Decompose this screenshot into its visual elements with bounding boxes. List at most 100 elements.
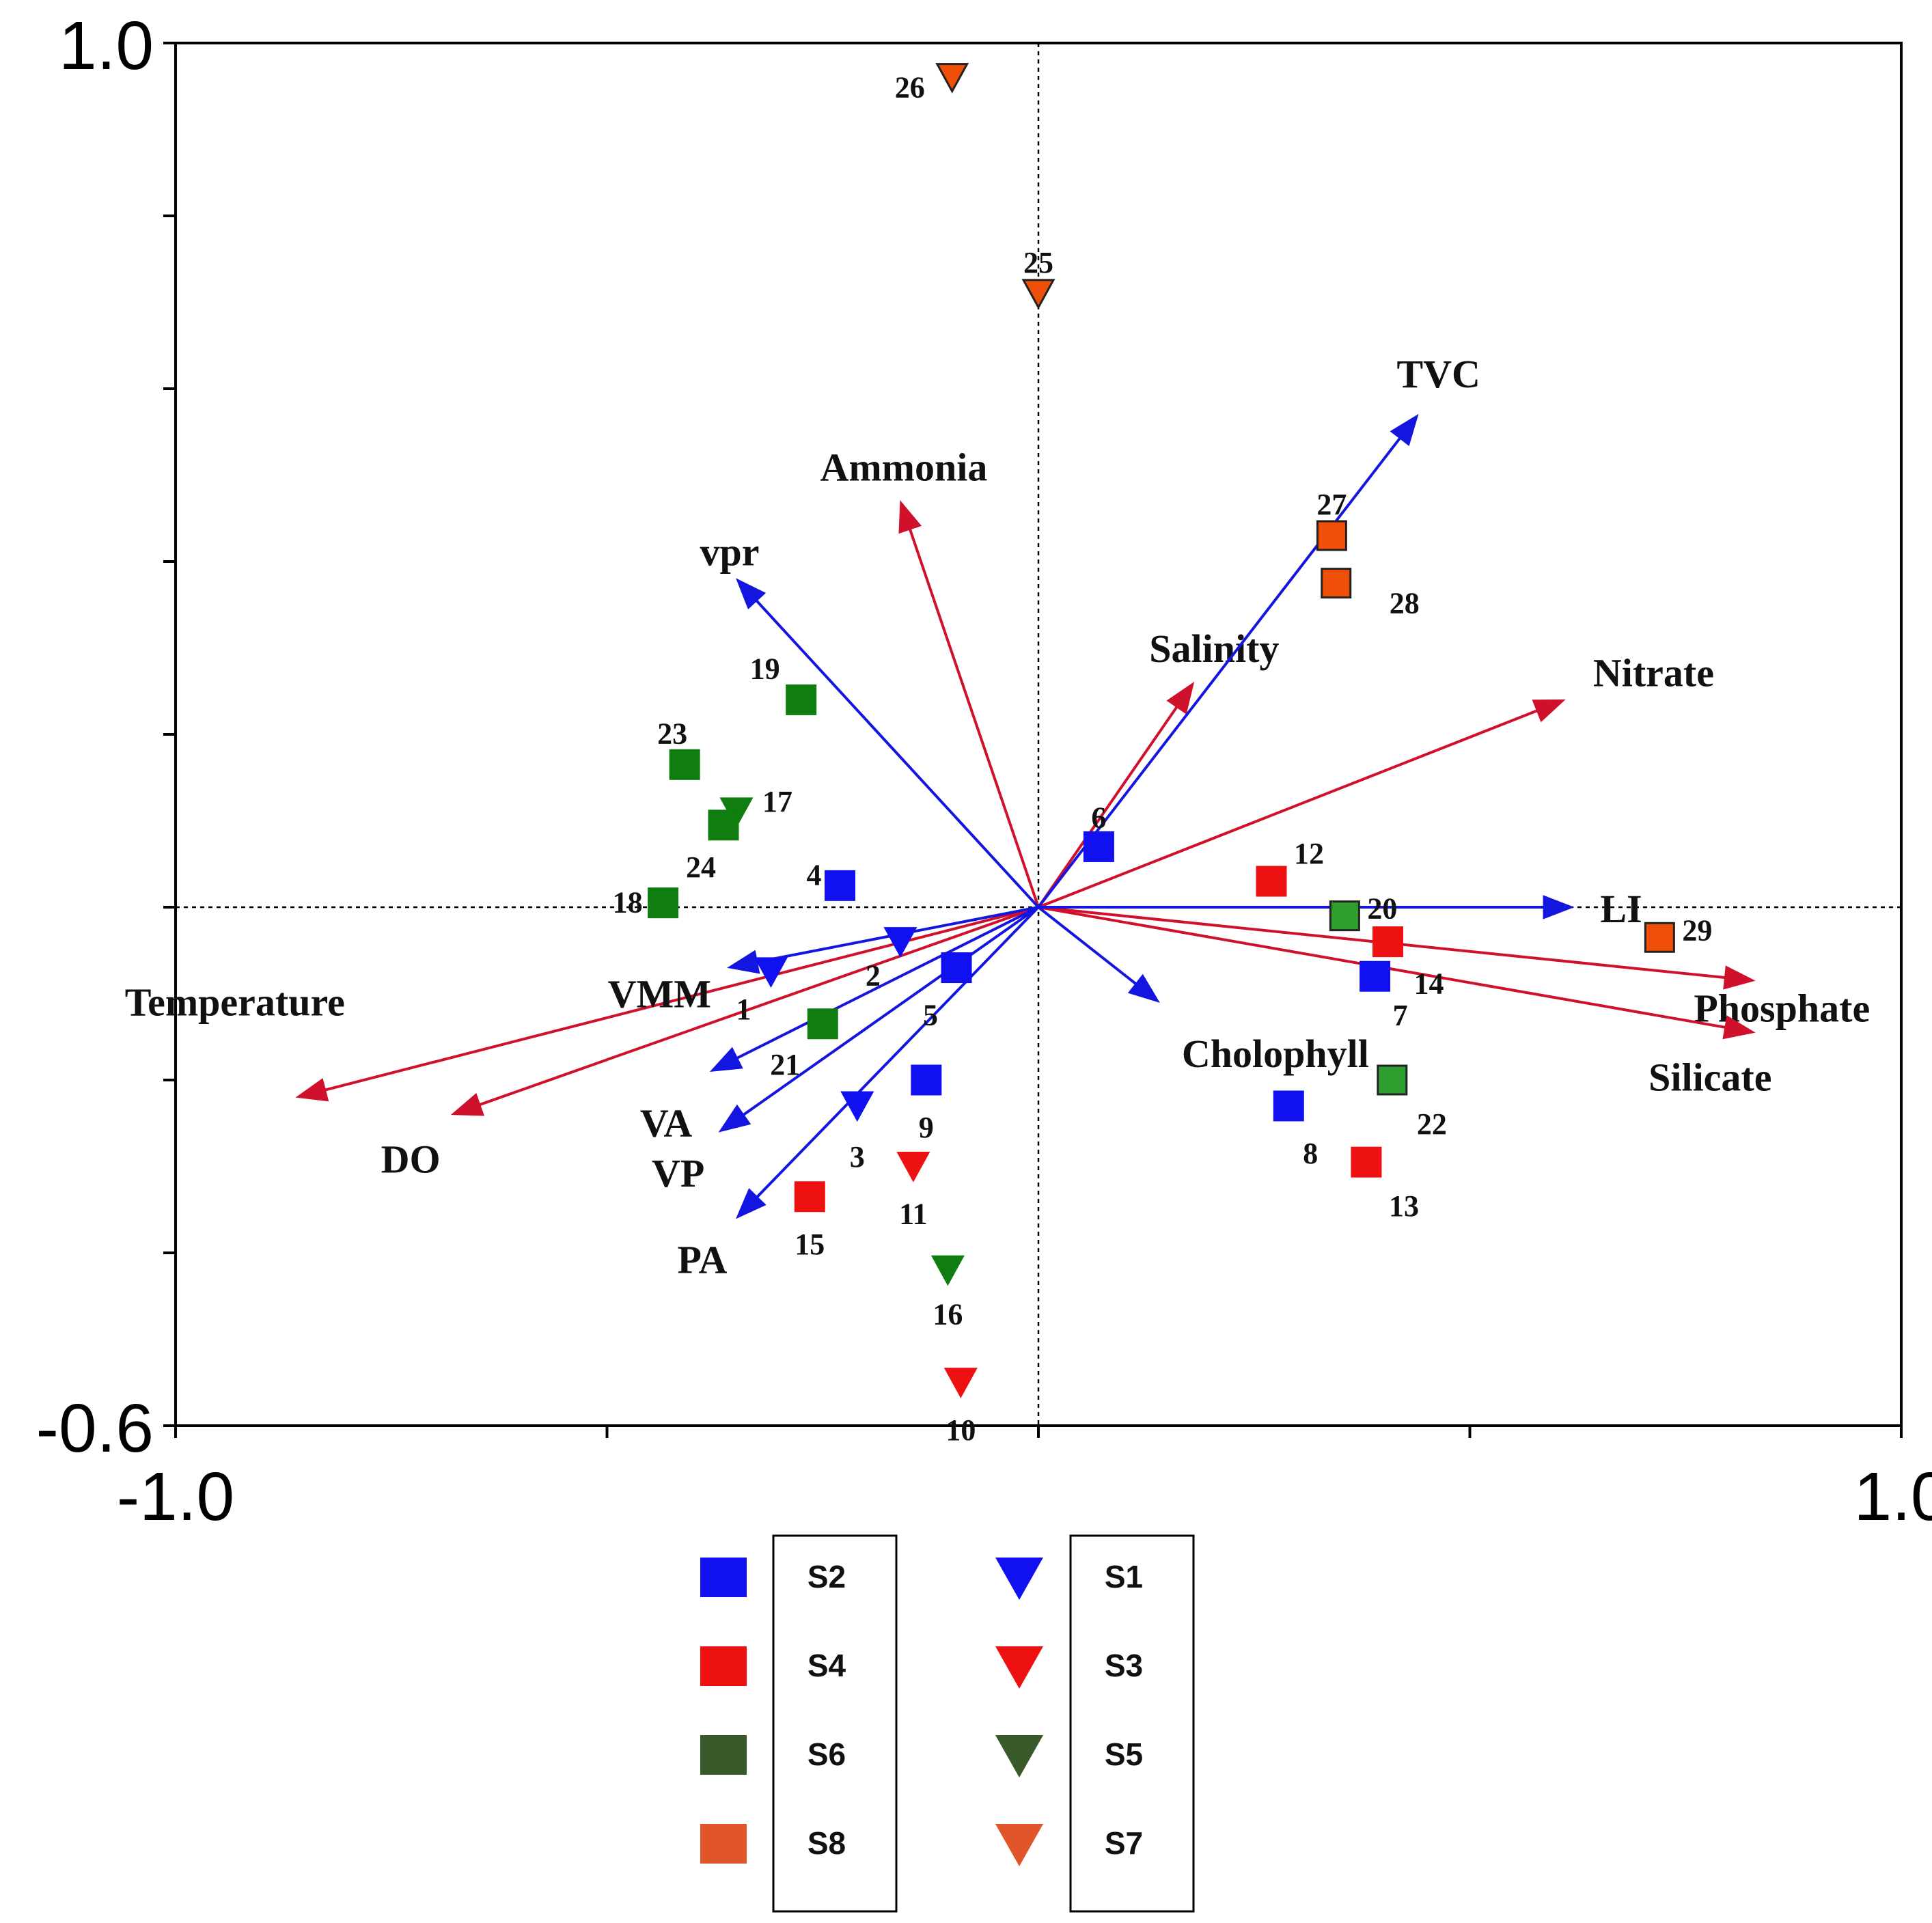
sample-29-marker bbox=[1644, 922, 1675, 953]
bio-vp-arrow-head bbox=[718, 1104, 751, 1133]
sample-16-label: 16 bbox=[933, 1297, 963, 1331]
sample-2-label: 2 bbox=[866, 959, 881, 993]
sample-6-label: 6 bbox=[1091, 801, 1106, 834]
legend-label-s4: S4 bbox=[808, 1648, 846, 1683]
sample-4-label: 4 bbox=[807, 858, 822, 891]
sample-8-label: 8 bbox=[1303, 1137, 1318, 1170]
bio-tvc-label: TVC bbox=[1396, 352, 1480, 396]
bio-pa-label: PA bbox=[677, 1237, 727, 1282]
legend-label-s5: S5 bbox=[1105, 1737, 1143, 1772]
sample-14-label: 14 bbox=[1414, 967, 1444, 1001]
sample-19-marker bbox=[786, 684, 817, 715]
sample-6-marker bbox=[1083, 831, 1114, 862]
sample-22-label: 22 bbox=[1417, 1107, 1447, 1141]
sample-7-marker bbox=[1360, 960, 1391, 992]
x-tick-label: -1.0 bbox=[117, 1458, 234, 1535]
sample-21-marker bbox=[807, 1008, 838, 1040]
sample-9-marker bbox=[911, 1064, 942, 1096]
legend-label-s8: S8 bbox=[808, 1825, 846, 1861]
sample-18-marker bbox=[648, 887, 679, 919]
bio-pa-arrow-line bbox=[756, 906, 1040, 1198]
legend-label-s1: S1 bbox=[1105, 1559, 1143, 1594]
env-temperature-arrow-line bbox=[325, 906, 1039, 1092]
sample-13-label: 13 bbox=[1389, 1189, 1419, 1223]
bio-va-arrow-line bbox=[736, 906, 1039, 1060]
sample-24-marker bbox=[708, 810, 739, 841]
env-do-arrow-head bbox=[450, 1093, 485, 1116]
env-ammonia-arrow-head bbox=[898, 500, 922, 534]
env-ammonia-label: Ammonia bbox=[820, 445, 987, 489]
env-nitrate-label: Nitrate bbox=[1593, 650, 1714, 695]
sample-9-label: 9 bbox=[919, 1111, 934, 1144]
sample-23-marker bbox=[669, 749, 700, 780]
sample-10-label: 10 bbox=[946, 1413, 976, 1447]
env-ammonia-arrow-line bbox=[909, 529, 1040, 908]
env-do-arrow-line bbox=[479, 906, 1039, 1106]
legend-square-s8 bbox=[700, 1824, 747, 1864]
bio-va-arrow-head bbox=[709, 1047, 743, 1072]
bio-pa-arrow-head bbox=[735, 1188, 767, 1219]
legend-triangle-s7 bbox=[995, 1824, 1043, 1866]
sample-12-label: 12 bbox=[1294, 837, 1324, 870]
sample-11-marker bbox=[896, 1152, 930, 1182]
bio-tvc-arrow-head bbox=[1390, 413, 1419, 447]
sample-26-marker bbox=[935, 63, 969, 94]
sample-14-marker bbox=[1372, 926, 1404, 958]
y-tick-label: 1.0 bbox=[59, 8, 154, 84]
legend-triangle-s1 bbox=[995, 1558, 1043, 1600]
sample-layer: 1234567891011121314151617181920212223242… bbox=[613, 63, 1712, 1447]
bio-cholophyll-label: Cholophyll bbox=[1182, 1032, 1369, 1076]
sample-15-marker bbox=[794, 1181, 825, 1213]
sample-12-marker bbox=[1256, 866, 1287, 897]
vector-layer: Temperature DO Ammonia Salinity Nitrate Phosp… bbox=[125, 352, 1870, 1282]
sample-28-marker bbox=[1321, 568, 1352, 599]
sample-18-label: 18 bbox=[613, 886, 643, 919]
env-salinity-label: Salinity bbox=[1149, 626, 1279, 671]
sample-23-label: 23 bbox=[657, 717, 687, 750]
legend: S2 S4 S6 S8 S1 S3 S5 S7 bbox=[700, 1534, 1195, 1913]
sample-21-label: 21 bbox=[770, 1048, 800, 1081]
bio-li-arrow-head bbox=[1543, 895, 1575, 919]
sample-13-marker bbox=[1351, 1146, 1382, 1178]
sample-3-marker bbox=[840, 1091, 874, 1122]
sample-29-label: 29 bbox=[1682, 913, 1712, 947]
legend-triangle-s5 bbox=[995, 1735, 1043, 1777]
env-temperature-arrow-head bbox=[295, 1078, 329, 1102]
bio-vpr-label: vpr bbox=[700, 529, 759, 574]
env-phosphate-label: Phosphate bbox=[1694, 986, 1870, 1031]
legend-label-s6: S6 bbox=[808, 1737, 846, 1772]
env-salinity-arrow-head bbox=[1166, 681, 1195, 715]
sample-26-label: 26 bbox=[895, 71, 925, 105]
sample-24-label: 24 bbox=[686, 850, 716, 884]
bio-vpr-arrow-head bbox=[736, 578, 767, 610]
bio-vp-label: VP bbox=[652, 1151, 704, 1195]
legend-box-squares bbox=[772, 1534, 898, 1913]
bio-cholophyll-arrow-head bbox=[1127, 973, 1160, 1004]
x-tick-label: 1.0 bbox=[1853, 1458, 1932, 1535]
bio-vmm-arrow-head bbox=[726, 950, 760, 974]
sample-27-label: 27 bbox=[1316, 488, 1347, 521]
legend-triangle-s3 bbox=[995, 1646, 1043, 1689]
sample-1-label: 1 bbox=[736, 993, 751, 1026]
legend-label-s7: S7 bbox=[1105, 1825, 1143, 1861]
sample-15-label: 15 bbox=[795, 1228, 825, 1261]
sample-7-label: 7 bbox=[1393, 999, 1408, 1032]
sample-10-marker bbox=[943, 1368, 978, 1398]
sample-4-marker bbox=[825, 870, 856, 901]
env-silicate-arrow-head bbox=[1722, 1015, 1756, 1040]
legend-label-s3: S3 bbox=[1105, 1648, 1143, 1683]
bio-vp-arrow-line bbox=[743, 906, 1040, 1116]
bio-cholophyll-arrow-line bbox=[1037, 906, 1137, 985]
env-temperature-label: Temperature bbox=[125, 980, 345, 1024]
sample-2-marker bbox=[883, 927, 917, 958]
sample-20-marker bbox=[1329, 900, 1360, 932]
bio-li-label: LI bbox=[1600, 887, 1642, 931]
env-nitrate-arrow-head bbox=[1532, 699, 1566, 723]
env-salinity-arrow-line bbox=[1037, 706, 1178, 909]
legend-square-s2 bbox=[700, 1558, 747, 1597]
sample-20-label: 20 bbox=[1367, 892, 1397, 926]
bio-tvc-arrow-line bbox=[1037, 437, 1401, 909]
sample-1-marker bbox=[754, 957, 788, 988]
bio-va-label: VA bbox=[640, 1101, 692, 1145]
